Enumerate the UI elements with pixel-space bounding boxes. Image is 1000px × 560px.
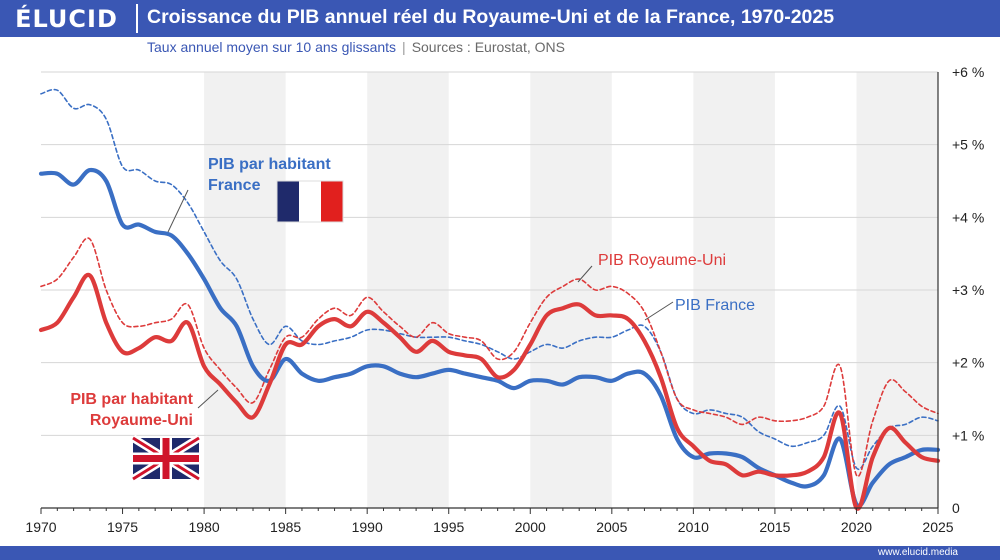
- y-tick-label-0: 0: [952, 500, 960, 516]
- label-uk-per-capita-line1: PIB par habitant: [70, 391, 193, 408]
- annotations: PIB par habitant France PIB par habitant…: [70, 156, 755, 483]
- sources-text: Sources : Eurostat, ONS: [411, 39, 565, 55]
- logo[interactable]: ÉLUCID: [0, 0, 133, 37]
- series-lines: [38, 88, 941, 511]
- y-tick-label-2: +2 %: [952, 355, 984, 371]
- x-tick-label-9: 2015: [759, 519, 790, 535]
- x-tick-label-3: 1985: [270, 519, 301, 535]
- x-tick-label-2: 1980: [189, 519, 220, 535]
- chart-subtitle: Taux annuel moyen sur 10 ans glissants | S…: [147, 39, 565, 55]
- flag-france-icon: [276, 180, 344, 223]
- y-tick-label-6: +6 %: [952, 64, 984, 80]
- axes: 0 +1 % +2 % +3 % +4 % +5 % +6 % 1970 1975 1980 198…: [25, 64, 984, 535]
- leader-uk-gdp: [577, 265, 593, 283]
- y-tick-label-4: +4 %: [952, 209, 984, 225]
- line-chart: 0 +1 % +2 % +3 % +4 % +5 % +6 % 1970 1975 1980 198…: [25, 64, 984, 535]
- header-bar: [0, 0, 1000, 37]
- x-tick-label-1: 1975: [107, 519, 138, 535]
- subtitle-text: Taux annuel moyen sur 10 ans glissants: [147, 39, 397, 55]
- y-tick-label-3: +3 %: [952, 282, 984, 298]
- label-uk-per-capita-line2: Royaume-Uni: [90, 412, 193, 429]
- x-tick-label-4: 1990: [352, 519, 383, 535]
- label-fr-per-capita-line1: PIB par habitant: [208, 156, 331, 173]
- chart-title: Croissance du PIB annuel réel du Royaume…: [147, 6, 835, 28]
- footer-url[interactable]: www.elucid.media: [877, 547, 958, 558]
- grid-lines: [41, 71, 938, 436]
- x-tick-label-10: 2020: [841, 519, 872, 535]
- x-tick-label-5: 1995: [433, 519, 464, 535]
- series-line-pib-royaume-uni: [40, 237, 939, 478]
- logo-text: ÉLUCID: [15, 4, 118, 33]
- footer-bar: [0, 546, 1000, 560]
- series-line-pib-par-habitant-france: [38, 167, 941, 508]
- x-tick-label-8: 2010: [678, 519, 709, 535]
- x-tick-label-0: 1970: [25, 519, 56, 535]
- y-tick-label-1: +1 %: [952, 427, 984, 443]
- flag-uk-icon: [130, 434, 202, 483]
- x-tick-label-7: 2005: [596, 519, 627, 535]
- leader-uk-per-capita: [197, 389, 219, 409]
- x-tick-label-6: 2000: [515, 519, 546, 535]
- series-line-pib-france: [40, 88, 939, 471]
- header-divider: [136, 4, 138, 33]
- y-tick-label-5: +5 %: [952, 137, 984, 153]
- leader-fr-per-capita: [167, 189, 189, 233]
- x-tick-label-11: 2025: [922, 519, 953, 535]
- series-line-pib-par-habitant-royaume-uni: [38, 272, 941, 511]
- leader-fr-gdp: [644, 301, 674, 321]
- subtitle-separator: |: [402, 39, 406, 55]
- label-uk-gdp: PIB Royaume-Uni: [598, 252, 726, 269]
- label-fr-gdp: PIB France: [675, 297, 755, 314]
- label-fr-per-capita-line2: France: [208, 177, 261, 194]
